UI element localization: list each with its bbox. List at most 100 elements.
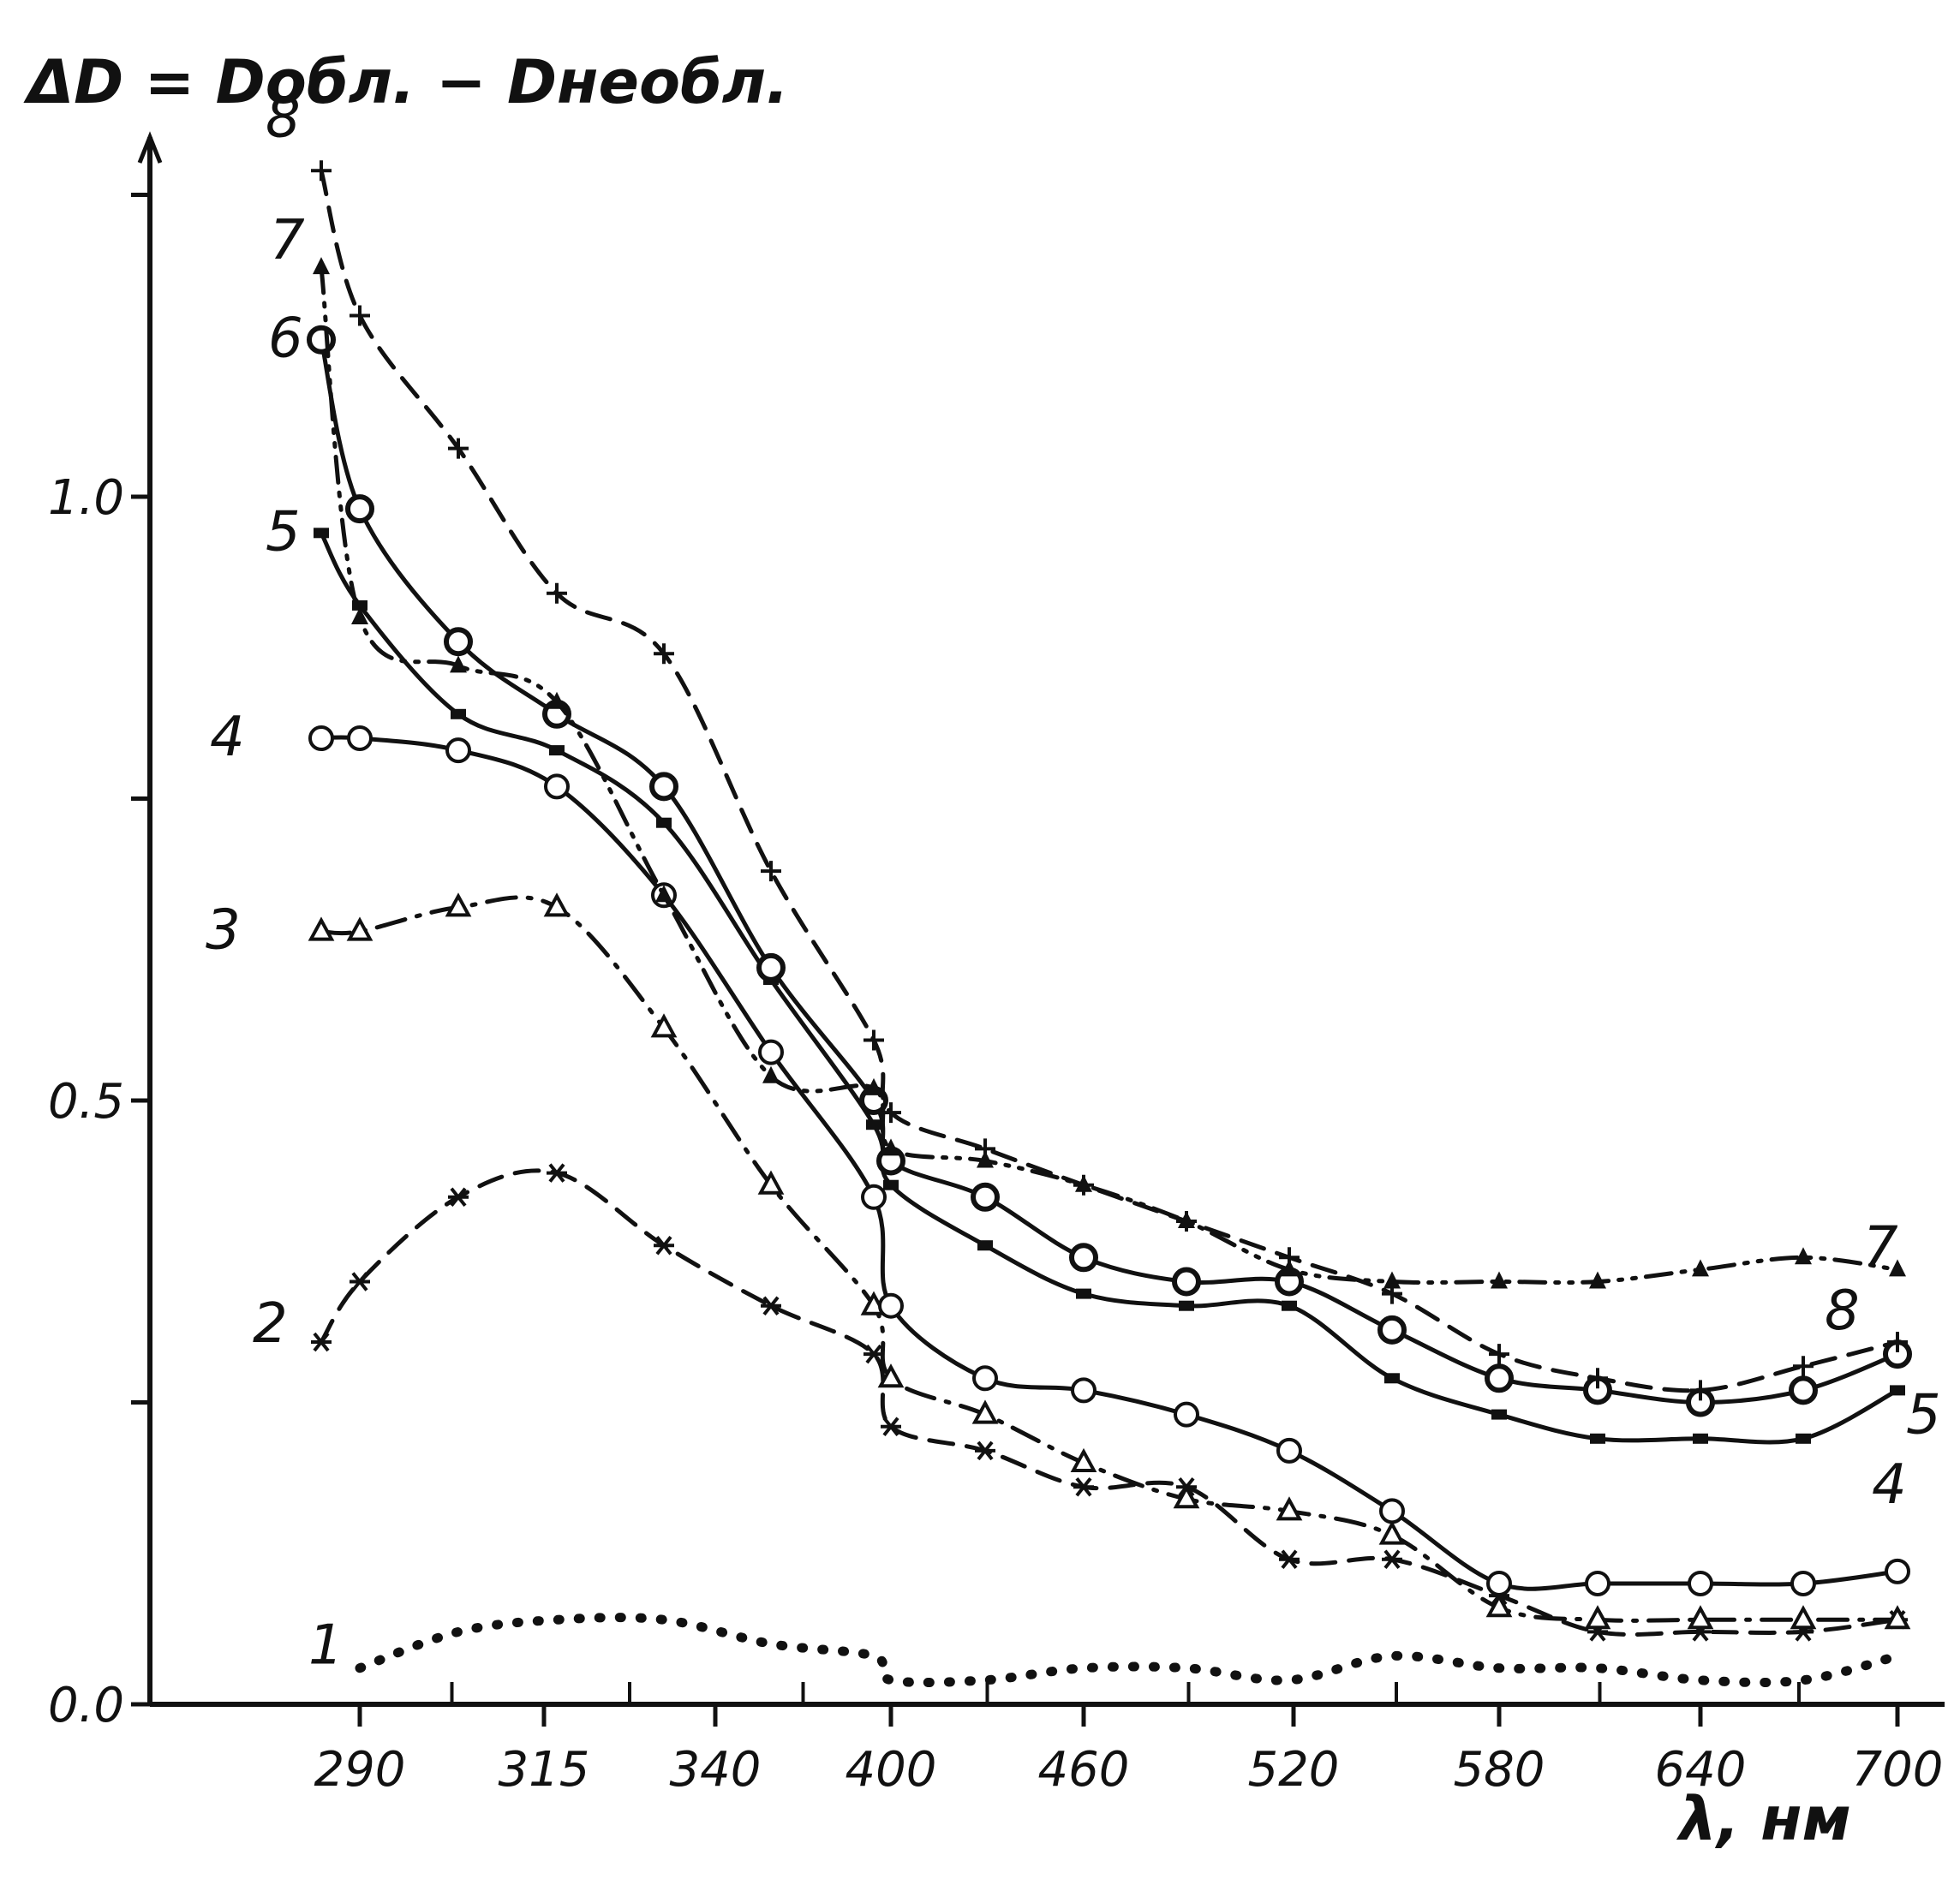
series-4-point xyxy=(1071,1377,1097,1404)
series-3-point xyxy=(1173,1484,1200,1509)
series-5-point xyxy=(1384,1373,1400,1384)
series-4-point xyxy=(861,1184,887,1210)
series-2-point xyxy=(654,1235,674,1256)
series-3-point xyxy=(1378,1520,1406,1545)
series-4-point xyxy=(445,737,471,764)
series-7-point xyxy=(1795,1247,1812,1265)
series-3-point xyxy=(650,1013,678,1038)
series-3-line xyxy=(319,895,1900,1623)
series-3-point xyxy=(971,1399,999,1424)
series-6-point xyxy=(971,1182,1000,1212)
series-6-point xyxy=(1485,1363,1514,1393)
series-5-point xyxy=(1890,1385,1905,1396)
series-5-point xyxy=(1179,1300,1194,1311)
series-4-point xyxy=(308,725,334,751)
series-6-point xyxy=(1789,1375,1818,1405)
x-tick-label: 290 xyxy=(314,1742,406,1798)
series-7-point xyxy=(1889,1259,1906,1277)
series-5 xyxy=(314,528,1905,1445)
series-7-point xyxy=(1383,1271,1401,1289)
y-axis-title: ΔD = Dобл. − Dнеобл. xyxy=(23,47,789,117)
series-7-label-start: 7 xyxy=(270,209,305,272)
series-8-point xyxy=(547,582,567,604)
series-1-label-start: 1 xyxy=(308,1614,344,1678)
series-4-line xyxy=(319,735,1900,1591)
series-3-point xyxy=(445,892,472,917)
series-5-point xyxy=(883,1179,899,1190)
series-8-point xyxy=(881,1102,901,1124)
y-tick-label: 0.0 xyxy=(48,1678,124,1733)
series-7-point xyxy=(450,655,467,673)
x-tick-label: 460 xyxy=(1038,1742,1130,1798)
series-7-point xyxy=(1692,1259,1709,1277)
series-8-point xyxy=(1073,1174,1094,1196)
series-6-point xyxy=(1377,1315,1407,1345)
series-8-point xyxy=(1690,1380,1711,1401)
series-8-point xyxy=(1176,1211,1197,1232)
series-1 xyxy=(355,1613,1903,1688)
series-3 xyxy=(308,892,1911,1630)
series-3-point xyxy=(346,916,373,941)
series-2-line xyxy=(319,1168,1900,1637)
series-5-point xyxy=(977,1240,993,1251)
series-7-line xyxy=(319,265,1900,1286)
series-5-point xyxy=(1282,1300,1297,1311)
series-2-label-start: 2 xyxy=(253,1292,288,1356)
series-4-point xyxy=(1379,1498,1405,1524)
series-3-point xyxy=(1884,1605,1911,1630)
series-4-point xyxy=(1688,1571,1713,1596)
series-7-point xyxy=(865,1077,882,1095)
series-7-point xyxy=(762,1065,780,1083)
series-2-point xyxy=(1279,1549,1300,1570)
series-8-point xyxy=(1887,1332,1908,1352)
series-4-point xyxy=(544,773,570,800)
series-3-point xyxy=(1584,1605,1611,1630)
series-7-point xyxy=(313,257,330,275)
series-3-point xyxy=(1485,1593,1513,1618)
series-4-point xyxy=(1486,1571,1512,1596)
series-1-line xyxy=(355,1613,1903,1688)
series-4-point xyxy=(878,1292,904,1319)
series-2-point xyxy=(547,1163,567,1183)
series-3-point xyxy=(757,1170,785,1195)
series-3-point xyxy=(308,916,335,941)
series-4-point xyxy=(972,1365,998,1392)
series-4-point xyxy=(1790,1571,1816,1596)
series-3-point xyxy=(1070,1447,1097,1472)
series-5-point xyxy=(1076,1288,1091,1299)
x-tick-label: 520 xyxy=(1248,1742,1340,1798)
series-5-label-start: 5 xyxy=(266,500,301,564)
series-8-label-end: 8 xyxy=(1825,1280,1860,1343)
series-6-label-start: 6 xyxy=(268,307,303,371)
series-8-point xyxy=(1489,1344,1509,1365)
series-7 xyxy=(313,257,1906,1289)
y-axis-arrow xyxy=(137,131,163,164)
series-6-point xyxy=(345,494,374,524)
series-8-point xyxy=(448,438,469,459)
series-8-label-start: 8 xyxy=(266,86,301,150)
series-7-point xyxy=(977,1150,994,1168)
series-8-point xyxy=(761,861,781,882)
x-tick-label: 340 xyxy=(670,1742,762,1798)
series-8-point xyxy=(1279,1247,1300,1268)
series-5-point xyxy=(1590,1433,1605,1444)
series-4-point xyxy=(1174,1401,1199,1428)
series-2 xyxy=(311,1163,1908,1642)
x-tick-label: 315 xyxy=(499,1742,590,1798)
x-tick-label: 400 xyxy=(846,1742,937,1798)
series-4-point xyxy=(1885,1558,1910,1584)
series-8-point xyxy=(654,643,674,665)
series-8-point xyxy=(1382,1283,1402,1304)
series-2-point xyxy=(975,1441,995,1461)
series-3-point xyxy=(877,1363,905,1388)
series-6-line xyxy=(319,337,1900,1405)
series-4-label-start: 4 xyxy=(210,706,245,769)
x-tick-label: 640 xyxy=(1655,1742,1747,1798)
series-4-point xyxy=(758,1039,784,1065)
series-7-point xyxy=(548,691,565,709)
series-7-point xyxy=(882,1138,899,1156)
series-6-point xyxy=(756,952,786,982)
series-2-point xyxy=(350,1272,370,1291)
